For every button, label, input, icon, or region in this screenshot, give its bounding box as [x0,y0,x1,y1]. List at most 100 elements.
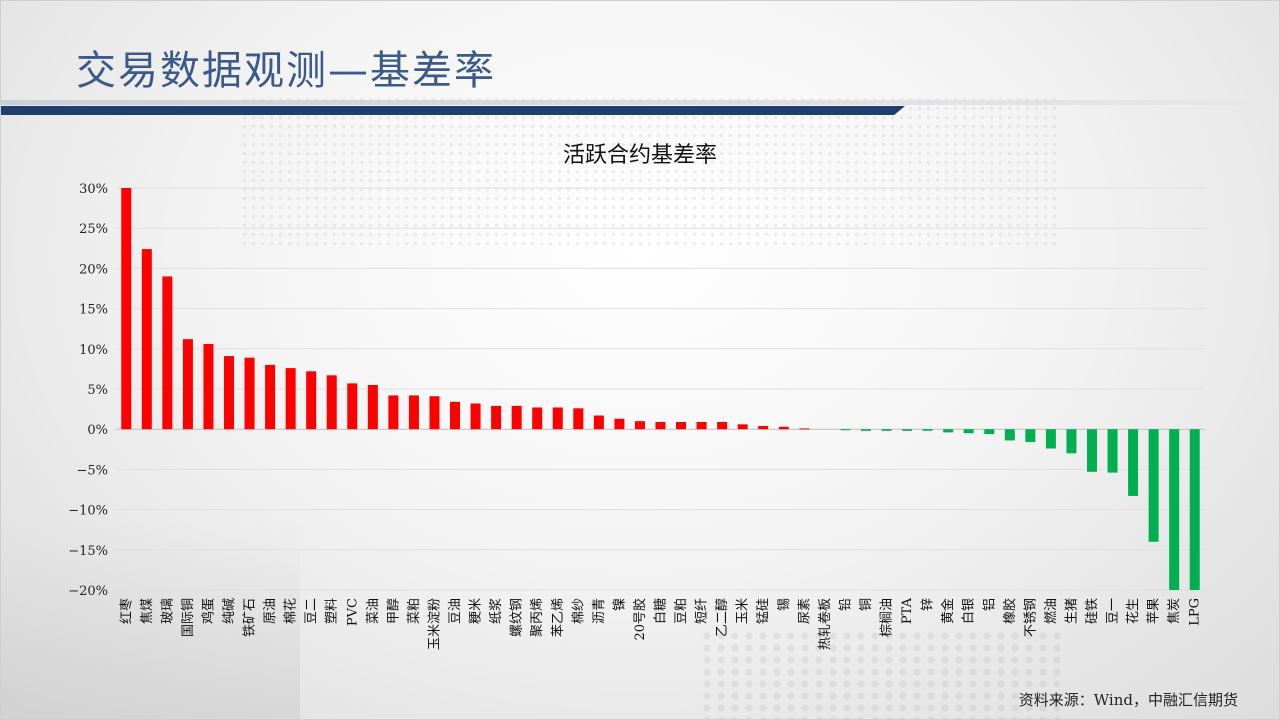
bar-铝 [984,429,995,435]
x-tick-label: 豆二 [304,598,319,624]
x-tick-label: 锌 [921,598,936,611]
bar-鸡蛋 [203,343,214,430]
bar-铜 [860,429,871,431]
x-tick-label: 锡 [777,598,792,611]
bar-豆一 [1107,429,1118,473]
x-tick-label: 锰硅 [756,598,771,624]
bar-20号胶 [634,421,645,430]
x-tick-label: 豆一 [1106,598,1121,624]
x-tick-label: 20号胶 [632,598,648,641]
x-tick-label: PVC [345,598,360,626]
bar-PTA [902,429,913,431]
x-tick-label: LPG [1188,598,1203,626]
x-tick-label: 聚丙烯 [530,598,545,637]
x-tick-label: 不锈钢 [1023,598,1038,637]
x-tick-label: 短纤 [695,598,710,624]
x-tick-label: 花生 [1125,598,1141,624]
source-note: 资料来源：Wind，中融汇信期货 [1018,691,1238,709]
bar-纯碱 [224,356,235,430]
bar-镍 [614,418,625,430]
x-tick-label: 菜粕 [407,598,422,624]
chart-gridlines [116,187,1205,591]
bar-PVC [347,383,358,430]
bar-燃油 [1045,429,1056,449]
x-tick-label: 铅 [838,598,853,611]
bar-锰硅 [758,425,769,430]
bar-菜粕 [408,395,419,430]
y-tick-label: −5% [76,463,108,478]
bar-甲醇 [388,395,399,430]
x-tick-label: 热轧卷板 [817,598,833,650]
bar-LPG [1189,429,1200,590]
bar-原油 [265,364,276,430]
bar-国际铜 [182,339,193,430]
x-tick-label: 豆粕 [674,598,689,624]
x-tick-label: 铜 [859,598,874,611]
bar-红枣 [121,188,132,430]
x-tick-label: 玻璃 [160,598,175,624]
hexagon-pattern-decoration [700,630,1060,720]
bar-焦炭 [1169,429,1180,590]
x-tick-label: PTA [900,597,915,624]
y-tick-label: −15% [68,544,108,559]
x-tick-label: 鸡蛋 [200,598,216,624]
x-tick-label: 纸浆 [489,598,504,624]
x-tick-label: 白糖 [653,598,669,624]
bar-黄金 [943,429,954,433]
bar-苹果 [1148,429,1159,542]
bar-乙二醇 [717,421,728,430]
x-tick-label: 焦煤 [140,598,155,624]
x-tick-label: 苯乙烯 [551,598,566,637]
x-tick-label: 玉米 [736,598,751,624]
bar-塑料 [326,375,337,430]
bar-铅 [840,429,851,431]
page-title: 交易数据观测—基差率 [76,48,496,94]
x-tick-label: 白银 [961,598,977,624]
x-tick-label: 塑料 [325,598,340,624]
x-tick-label: 乙二醇 [714,598,730,637]
y-tick-label: 30% [79,182,108,197]
bar-尿素 [799,428,810,430]
bar-焦煤 [141,249,152,430]
x-tick-label: 螺纹钢 [510,598,525,637]
bar-白银 [963,429,974,434]
x-axis-labels: 红枣 焦煤 玻璃 国际铜 鸡蛋 纯碱 铁矿石 原油 棉花 豆二 塑料 PVC 菜油 甲醇 菜粕 玉米淀粉 豆油粳… [118,597,1202,650]
bar-锡 [778,426,789,430]
x-tick-label: 铁矿石 [243,598,258,637]
y-tick-label: 20% [79,262,108,277]
bar-玉米淀粉 [429,396,440,430]
y-tick-label: 10% [79,343,108,358]
bar-粳米 [470,403,481,430]
x-tick-label: 燃油 [1043,598,1059,624]
y-tick-label: 0% [87,423,108,438]
x-tick-label: 原油 [263,598,278,624]
bar-锌 [922,429,933,431]
bar-菜油 [367,384,378,430]
y-tick-label: 15% [79,303,108,318]
x-tick-label: 镍 [612,598,627,611]
x-tick-label: 硅铁 [1085,598,1100,624]
x-tick-label: 豆油 [448,598,463,624]
city-skyline-decoration [0,520,300,720]
x-tick-label: 棕榈油 [880,598,895,637]
x-tick-label: 粳米 [469,598,484,624]
x-tick-label: 黄金 [940,598,956,624]
bar-橡胶 [1004,429,1015,441]
bar-豆二 [306,371,317,430]
x-tick-label: 沥青 [592,598,607,624]
bar-聚丙烯 [532,407,543,430]
bar-棉纱 [573,408,584,430]
x-tick-label: 橡胶 [1002,598,1018,624]
bar-豆粕 [676,421,687,430]
y-tick-label: −20% [68,584,108,599]
bar-硅铁 [1086,429,1097,472]
world-map-dots-decoration [240,95,1060,245]
y-tick-label: −10% [68,504,108,519]
bar-短纤 [696,421,707,430]
x-tick-label: 红枣 [118,598,134,624]
bar-沥青 [593,415,604,430]
bar-玉米 [737,424,748,430]
bar-螺纹钢 [511,405,522,430]
bar-豆油 [450,401,461,430]
